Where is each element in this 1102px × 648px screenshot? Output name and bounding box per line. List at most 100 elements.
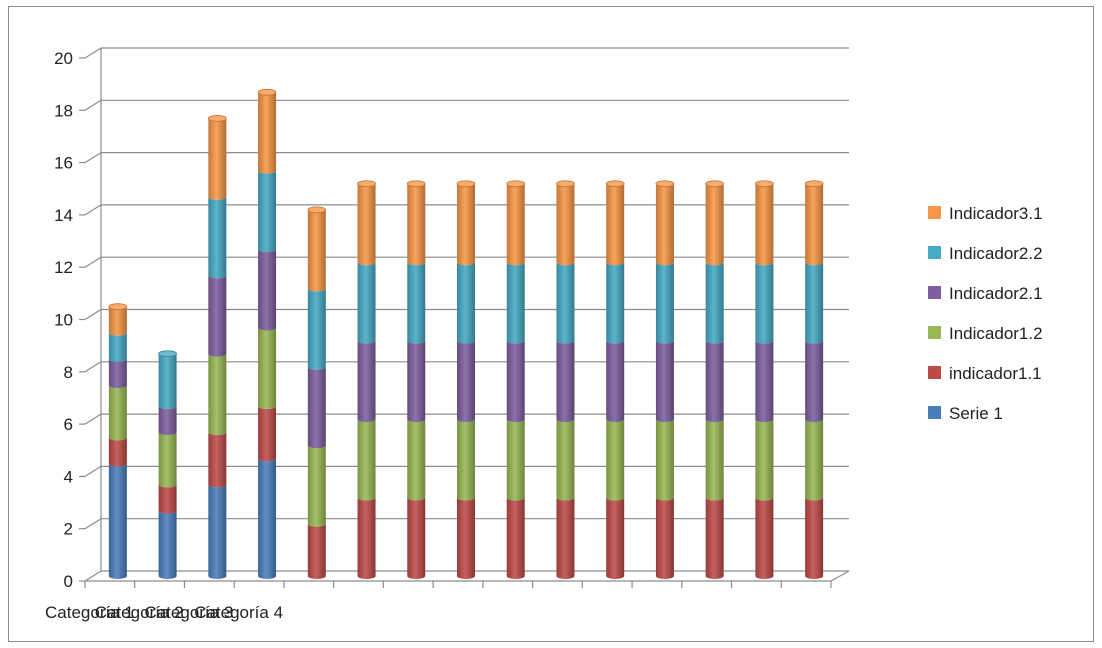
legend-label: Indicador2.1 (949, 284, 1043, 303)
legend-item: indicador1.1 (928, 364, 1042, 383)
bar-segment (307, 445, 326, 527)
floor-right-edge (830, 570, 850, 582)
bar-segment (506, 419, 525, 501)
bar-segment (158, 406, 177, 436)
bar-segment (158, 353, 177, 410)
y-tick-label: 16 (54, 154, 73, 173)
bar-segment (208, 118, 227, 200)
gridline-wall (84, 256, 102, 268)
bar-segment (805, 419, 824, 501)
bar-top-cap (655, 180, 675, 188)
bar-segment (108, 463, 127, 579)
bar-segment (407, 340, 426, 423)
bar-segment (705, 262, 724, 344)
bar-segment (258, 92, 277, 174)
gridline-wall (84, 465, 102, 477)
bar-segment (357, 262, 376, 344)
bar-segment (655, 419, 674, 501)
bar-segment (556, 419, 575, 501)
bar-segment (506, 183, 525, 266)
bar-segment (158, 432, 177, 488)
bar-segment (805, 340, 824, 423)
bar-segment (606, 497, 625, 579)
y-tick-label: 10 (54, 311, 73, 330)
bar-segment (506, 497, 525, 579)
legend: Indicador3.1 Indicador2.2 Indicador2.1 Indi… (928, 204, 1043, 423)
y-tick-label: 4 (64, 467, 73, 486)
gridline-wall (84, 204, 102, 216)
gridline-wall (84, 47, 102, 59)
x-tick-label: Categoría 2 (95, 603, 184, 622)
bar-segment (556, 497, 575, 579)
bar-top-cap (705, 180, 725, 188)
bar-segment (208, 432, 227, 488)
legend-item: Indicador3.1 (928, 204, 1043, 223)
bar-segment (805, 262, 824, 344)
bar-segment (258, 406, 277, 462)
gridline-wall (84, 308, 102, 321)
bar-segment (457, 419, 475, 501)
bar-segment (705, 419, 724, 501)
bar-segment (506, 262, 525, 344)
bar-segment (307, 523, 326, 579)
y-tick-label: 8 (64, 363, 73, 382)
legend-item: Indicador2.1 (928, 284, 1043, 303)
bar-segment (805, 183, 824, 266)
bar-top-cap (357, 180, 376, 188)
gridline-wall (84, 413, 102, 425)
bar-segment (108, 332, 127, 362)
bar-segment (407, 262, 426, 344)
bar-segment (457, 183, 475, 266)
bar-segment (208, 275, 227, 357)
x-tick-label: Categoría 1 (45, 603, 134, 622)
y-tick-label: 12 (54, 258, 73, 277)
bar-top-cap (307, 206, 327, 214)
legend-label: Indicador2.2 (949, 244, 1043, 263)
legend-label: Serie 1 (949, 404, 1003, 423)
bar-segment (755, 419, 774, 501)
bar-segment (457, 340, 475, 423)
bar-segment (258, 327, 277, 410)
bar-top-cap (506, 180, 526, 188)
bar-segment (258, 458, 277, 579)
y-tick-label: 14 (54, 206, 73, 225)
bar-segment (208, 196, 227, 279)
bar-segment (556, 340, 575, 423)
y-tick-label: 2 (64, 520, 73, 539)
legend-swatch (928, 206, 941, 219)
bar-segment (606, 262, 625, 344)
y-tick-label: 20 (54, 49, 73, 68)
bar-segment (457, 497, 475, 579)
legend-label: Indicador3.1 (949, 204, 1043, 223)
bar-segment (357, 497, 376, 579)
y-tick-labels: 0 2 4 6 8 10 12 14 16 18 20 (54, 49, 73, 591)
bar-segment (755, 497, 774, 579)
y-tick-label: 0 (64, 572, 73, 591)
bar-segment (307, 209, 326, 292)
bar-top-cap (158, 350, 178, 358)
bar-segment (108, 385, 127, 441)
bar-segment (407, 419, 426, 501)
legend-swatch (928, 246, 941, 259)
legend-item: Indicador2.2 (928, 244, 1043, 263)
gridline-wall (84, 99, 102, 111)
bar-segment (208, 353, 227, 436)
bar-top-cap (456, 180, 476, 188)
gridline-wall (84, 518, 102, 530)
legend-swatch (928, 326, 941, 339)
bar-top-cap (755, 180, 774, 188)
bar-segment (158, 510, 177, 579)
legend-label: indicador1.1 (949, 364, 1042, 383)
gridline-wall (84, 361, 102, 373)
bar-segment (755, 262, 774, 344)
bar-top-cap (108, 303, 128, 311)
bar-segment (606, 340, 625, 423)
legend-item: Serie 1 (928, 404, 1003, 423)
bar-segment (457, 262, 475, 344)
legend-item: Indicador1.2 (928, 324, 1043, 343)
y-tick-label: 6 (64, 415, 73, 434)
bar-top-cap (207, 114, 227, 122)
bars (108, 88, 824, 579)
